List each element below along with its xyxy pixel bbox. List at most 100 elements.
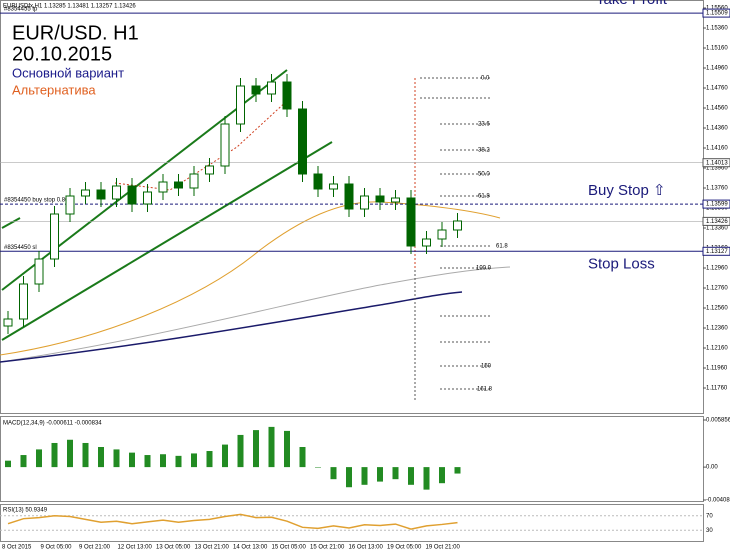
- x-tick-label: 12 Oct 13:00: [118, 545, 153, 551]
- candle-body: [453, 220, 462, 231]
- x-tick-label: 19 Oct 05:00: [387, 545, 422, 551]
- candle-body: [189, 173, 199, 189]
- macd-bar: [377, 467, 383, 482]
- y-tick-label: 1.12560: [706, 306, 728, 312]
- macd-bar: [51, 442, 58, 468]
- rsi-tick-label: 30: [706, 528, 713, 534]
- macd-bar: [268, 426, 275, 468]
- y-tick-label: 1.12160: [706, 346, 728, 352]
- y-tick-label: 1.12960: [706, 266, 728, 272]
- macd-bar: [98, 446, 104, 468]
- order-label: #8354455 tp: [4, 7, 38, 13]
- x-tick-label: 9 Oct 21:00: [79, 545, 111, 551]
- candle-body: [313, 173, 323, 190]
- candle-body: [127, 185, 137, 205]
- fib-label: 38.2: [478, 148, 490, 154]
- fib-label: 0.0: [481, 76, 490, 82]
- x-tick-label: 15 Oct 21:00: [310, 545, 345, 551]
- y-tick-label: 1.14360: [706, 126, 728, 132]
- candle-body: [81, 189, 90, 197]
- x-tick-label: 14 Oct 13:00: [233, 545, 268, 551]
- rsi-panel: [0, 504, 704, 542]
- candle-body: [422, 238, 431, 247]
- y-tick-label: 1.14960: [706, 66, 728, 72]
- candle-body: [34, 258, 44, 285]
- macd-bar: [20, 455, 27, 468]
- y-tick-label: 1.14160: [706, 146, 728, 152]
- macd-bar: [454, 467, 461, 474]
- candle-body: [267, 81, 276, 95]
- candle-body: [205, 165, 214, 175]
- macd-bar: [67, 439, 73, 468]
- y-tick-label: 1.13360: [706, 226, 728, 232]
- marker-box: [702, 158, 730, 168]
- level-price: 1.15509: [706, 11, 728, 17]
- level-price: 1.13127: [706, 249, 728, 255]
- macd-bar: [439, 467, 445, 484]
- candle-body: [282, 81, 292, 110]
- candle-body: [112, 185, 121, 200]
- level-box: [702, 246, 730, 256]
- x-tick-label: 13 Oct 05:00: [156, 545, 191, 551]
- macd-bar: [346, 467, 352, 488]
- level-name: Take Profit: [596, 0, 668, 8]
- macd-bar: [175, 455, 182, 468]
- rsi-line: [7, 513, 458, 530]
- fib-label: 150: [481, 364, 492, 370]
- macd-tick-label: 0.00: [706, 465, 718, 471]
- macd-bar: [82, 442, 89, 468]
- macd-bar: [423, 467, 430, 490]
- macd-bar: [237, 434, 244, 468]
- candle-body: [174, 181, 183, 189]
- fib-label: 100.0: [476, 266, 492, 272]
- level-price: 1.13599: [706, 202, 728, 208]
- level-name: Buy Stop ⇧: [588, 182, 666, 199]
- x-tick-label: 13 Oct 21:00: [195, 545, 230, 551]
- annotation: Основной вариант: [12, 65, 124, 80]
- header: EURUSDfx,H1 1.13285 1.13481 1.13257 1.13…: [3, 4, 136, 10]
- macd-bar: [361, 467, 368, 485]
- macd-tick-label: 0.005856: [706, 418, 730, 424]
- macd-bar: [392, 467, 399, 480]
- channel-line: [1, 217, 21, 229]
- chart-title: EUR/USD. H1: [12, 22, 139, 44]
- y-tick-label: 1.12760: [706, 286, 728, 292]
- y-tick-label: 1.15360: [706, 26, 728, 32]
- x-tick-label: 19 Oct 21:00: [426, 545, 461, 551]
- candle-body: [158, 181, 168, 193]
- macd-bar: [129, 452, 135, 468]
- x-tick-label: 15 Oct 05:00: [272, 545, 307, 551]
- candle-body: [65, 195, 75, 215]
- order-label: #8354450 sl: [4, 245, 37, 251]
- ma-line: [0, 291, 463, 363]
- y-tick-label: 1.11760: [706, 386, 728, 392]
- fib-label: 50.0: [478, 172, 490, 178]
- macd-bar: [284, 430, 290, 468]
- macd-bar: [5, 460, 11, 468]
- fib-label: 61.8: [496, 244, 508, 250]
- macd-bar: [36, 449, 42, 468]
- candle-body: [375, 195, 385, 203]
- macd-bar: [315, 467, 321, 468]
- candle-body: [50, 213, 59, 260]
- order-label: #8354450 buy stop 0.80: [4, 198, 69, 204]
- candle-body: [437, 229, 447, 240]
- ma-line: [0, 201, 501, 356]
- level-box: [702, 199, 730, 209]
- rsi-tick-label: 70: [706, 513, 713, 519]
- y-tick-label: 1.14760: [706, 86, 728, 92]
- macd-bar: [299, 446, 306, 468]
- candle-body: [143, 191, 152, 205]
- y-tick-label: 1.15560: [706, 6, 728, 12]
- candle-body: [19, 283, 28, 320]
- annotation: Альтернатива: [12, 82, 96, 97]
- candle-body: [298, 108, 307, 175]
- chart-subtitle: 20.10.2015: [12, 43, 112, 65]
- channel-line: [1, 141, 333, 341]
- y-tick-label: 1.13760: [706, 186, 728, 192]
- macd-bar: [330, 467, 337, 480]
- candle-body: [360, 195, 369, 210]
- marker-price: 1.13426: [706, 219, 728, 225]
- candle-body: [220, 123, 230, 167]
